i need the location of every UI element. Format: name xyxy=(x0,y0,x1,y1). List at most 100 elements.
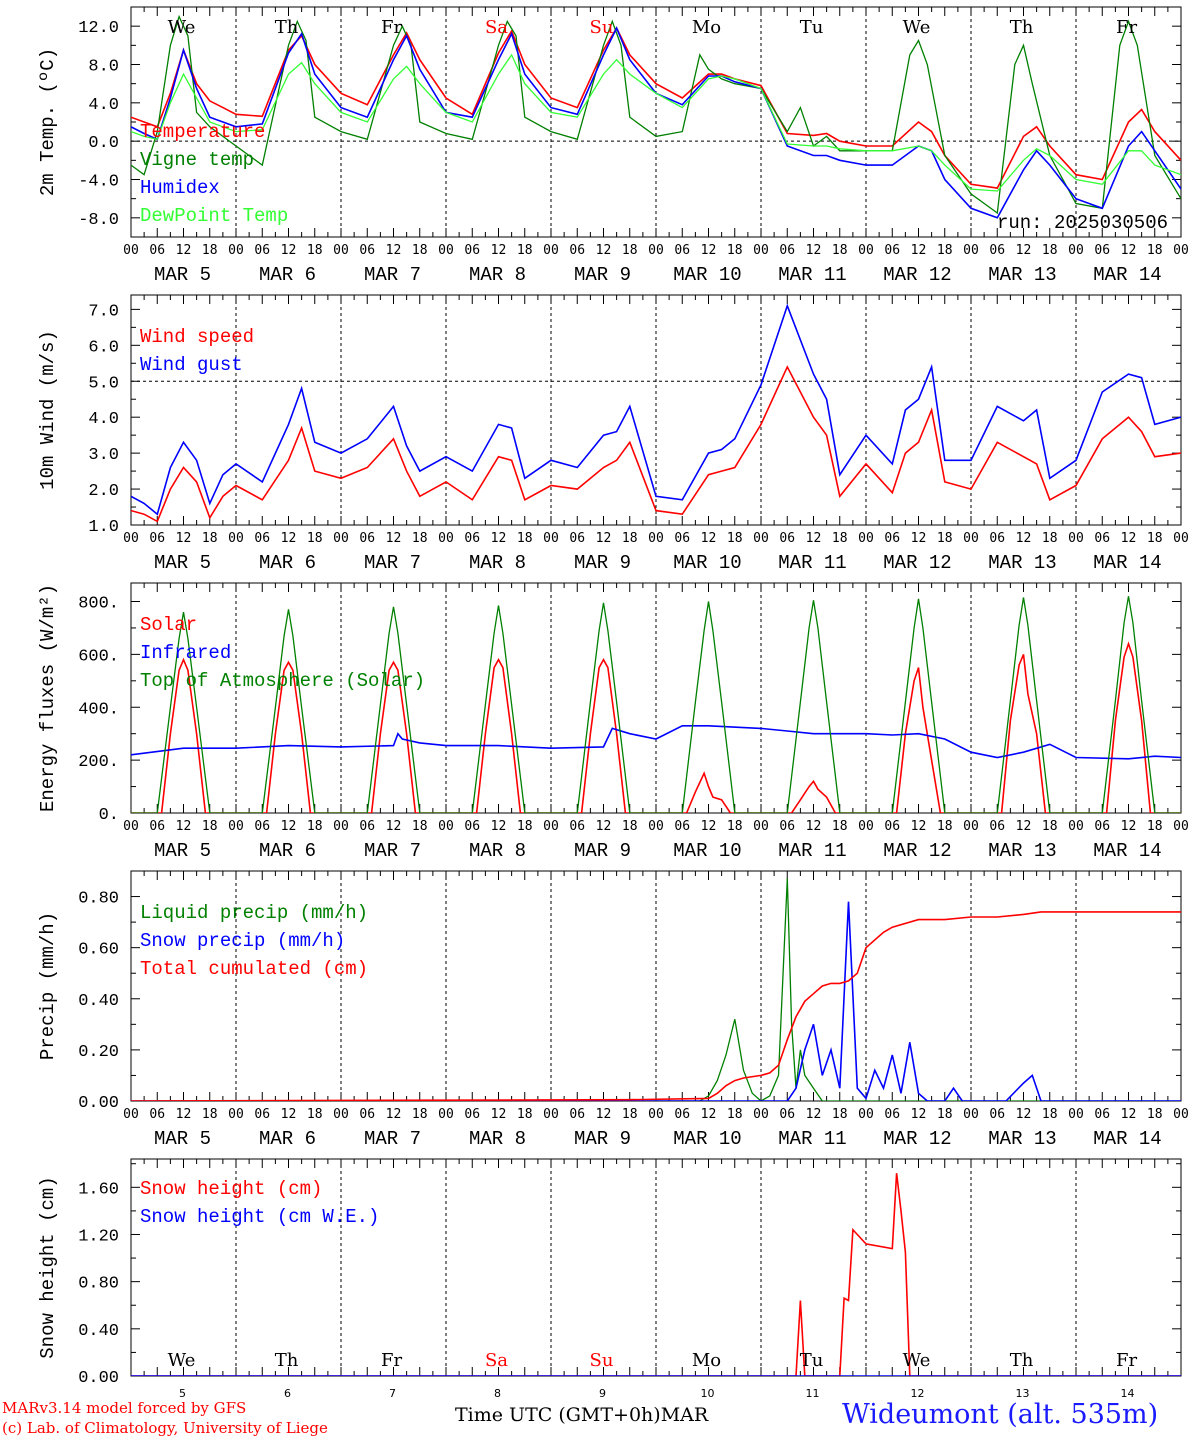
x-hour-label: 06 xyxy=(674,819,690,834)
chart-panel-snow: 0.00 0.40 0.80 1.20 1.60 Snow height (cm) Snow… xyxy=(37,1158,1182,1388)
x-hour-label: 00 xyxy=(963,243,979,258)
x-date-label: MAR 14 xyxy=(1093,840,1161,862)
y-tick-label: 0.40 xyxy=(78,1322,119,1341)
x-hour-label: 12 xyxy=(386,1107,402,1122)
x-date-label: MAR 6 xyxy=(259,840,316,862)
legend-entry: Infrared xyxy=(140,642,231,664)
x-hour-label: 00 xyxy=(438,1107,454,1122)
x-hour-label: 18 xyxy=(832,819,848,834)
x-hour-label: 00 xyxy=(648,243,664,258)
x-hour-label: 00 xyxy=(648,531,664,546)
x-hour-label: 12 xyxy=(701,819,717,834)
x-hour-label: 18 xyxy=(307,1107,323,1122)
y-tick-label: -8.0 xyxy=(78,211,119,230)
series-line-energy-2 xyxy=(131,596,1181,813)
x-hour-label: 00 xyxy=(1173,819,1189,834)
x-hour-label: 00 xyxy=(438,531,454,546)
x-hour-label: 18 xyxy=(622,819,638,834)
weekday-label-bottom: Th xyxy=(275,1350,299,1371)
y-tick-label: 0.20 xyxy=(78,1043,119,1062)
weekday-label-bottom: Th xyxy=(1010,1350,1034,1371)
x-hour-label: 00 xyxy=(438,243,454,258)
x-hour-label: 18 xyxy=(1042,819,1058,834)
day-number-label: 12 xyxy=(911,1387,925,1400)
x-date-label: MAR 11 xyxy=(778,552,846,574)
x-hour-label: 18 xyxy=(727,1107,743,1122)
x-hour-label: 18 xyxy=(307,243,323,258)
x-hour-label: 00 xyxy=(1068,1107,1084,1122)
x-hour-label: 00 xyxy=(333,1107,349,1122)
x-hour-label: 06 xyxy=(989,1107,1005,1122)
x-hour-label: 18 xyxy=(937,819,953,834)
weekday-label-bottom: Fr xyxy=(381,1350,402,1371)
x-date-label: MAR 10 xyxy=(673,264,741,286)
x-date-label: MAR 13 xyxy=(988,264,1056,286)
x-hour-label: 06 xyxy=(779,819,795,834)
x-hour-label: 00 xyxy=(543,1107,559,1122)
x-hour-label: 00 xyxy=(648,1107,664,1122)
x-hour-label: 12 xyxy=(911,243,927,258)
x-hour-label: 06 xyxy=(464,819,480,834)
x-hour-label: 12 xyxy=(911,1107,927,1122)
y-tick-label: 4.0 xyxy=(88,410,119,429)
legend-entry: Humidex xyxy=(140,177,220,199)
x-date-label: MAR 9 xyxy=(574,264,631,286)
x-hour-label: 12 xyxy=(281,243,297,258)
x-hour-label: 06 xyxy=(779,531,795,546)
y-tick-label: 12.0 xyxy=(78,19,119,38)
x-hour-label: 00 xyxy=(1173,1107,1189,1122)
x-hour-label: 12 xyxy=(176,819,192,834)
x-hour-label: 00 xyxy=(333,819,349,834)
station-label: Wideumont (alt. 535m) xyxy=(842,1399,1159,1430)
legend-entry: Vigne temp xyxy=(140,149,254,171)
x-hour-label: 06 xyxy=(569,243,585,258)
model-credit: MARv3.14 model forced by GFS xyxy=(2,1399,247,1417)
y-tick-label: 800. xyxy=(78,595,119,614)
x-hour-label: 12 xyxy=(701,531,717,546)
x-hour-label: 18 xyxy=(1147,1107,1163,1122)
weekday-label-bottom: Su xyxy=(590,1350,614,1371)
x-hour-label: 00 xyxy=(858,531,874,546)
series-line-temperature-1 xyxy=(131,14,1181,215)
legend-entry: Top of Atmosphere (Solar) xyxy=(140,670,425,692)
y-tick-label: 8.0 xyxy=(88,58,119,77)
y-tick-label: 0.80 xyxy=(78,890,119,909)
weekday-label-bottom: Sa xyxy=(485,1350,508,1371)
x-hour-label: 00 xyxy=(1068,243,1084,258)
x-hour-label: 06 xyxy=(989,819,1005,834)
y-tick-label: 6.0 xyxy=(88,338,119,357)
x-hour-label: 18 xyxy=(1147,819,1163,834)
weekday-label: Sa xyxy=(485,17,508,38)
weekday-label-bottom: Mo xyxy=(692,1350,721,1371)
y-tick-label: 0.00 xyxy=(78,1094,119,1113)
y-tick-label: 200. xyxy=(78,753,119,772)
x-hour-label: 06 xyxy=(359,819,375,834)
x-hour-label: 12 xyxy=(806,243,822,258)
x-hour-label: 18 xyxy=(937,243,953,258)
x-hour-label: 12 xyxy=(911,819,927,834)
day-number-label: 8 xyxy=(494,1387,501,1400)
x-hour-label: 06 xyxy=(1094,1107,1110,1122)
legend-entry: Wind gust xyxy=(140,354,243,376)
x-hour-label: 00 xyxy=(123,243,139,258)
series-line-temperature-2 xyxy=(131,26,1181,219)
x-hour-label: 12 xyxy=(1016,531,1032,546)
x-date-label: MAR 9 xyxy=(574,840,631,862)
chart-panel-wind: 1.0 2.0 3.0 4.0 5.0 6.0 7.0 00 06 12 18 00 06 12 18 00 0… xyxy=(37,294,1189,574)
x-hour-label: 12 xyxy=(1121,531,1137,546)
x-date-label: MAR 13 xyxy=(988,840,1056,862)
x-hour-label: 18 xyxy=(727,819,743,834)
y-axis-title: Snow height (cm) xyxy=(37,1176,59,1358)
x-hour-label: 06 xyxy=(1094,531,1110,546)
run-label: run: 2025030506 xyxy=(997,212,1168,234)
weekday-label-bottom: Tu xyxy=(800,1350,824,1371)
y-axis-title: 10m Wind (m/s) xyxy=(37,330,59,490)
x-hour-label: 18 xyxy=(727,243,743,258)
day-number-label: 9 xyxy=(599,1387,606,1400)
x-hour-label: 18 xyxy=(622,243,638,258)
series-line-energy-1 xyxy=(131,724,1181,760)
x-hour-label: 06 xyxy=(569,531,585,546)
x-date-label: MAR 10 xyxy=(673,1128,741,1150)
x-hour-label: 18 xyxy=(1042,243,1058,258)
